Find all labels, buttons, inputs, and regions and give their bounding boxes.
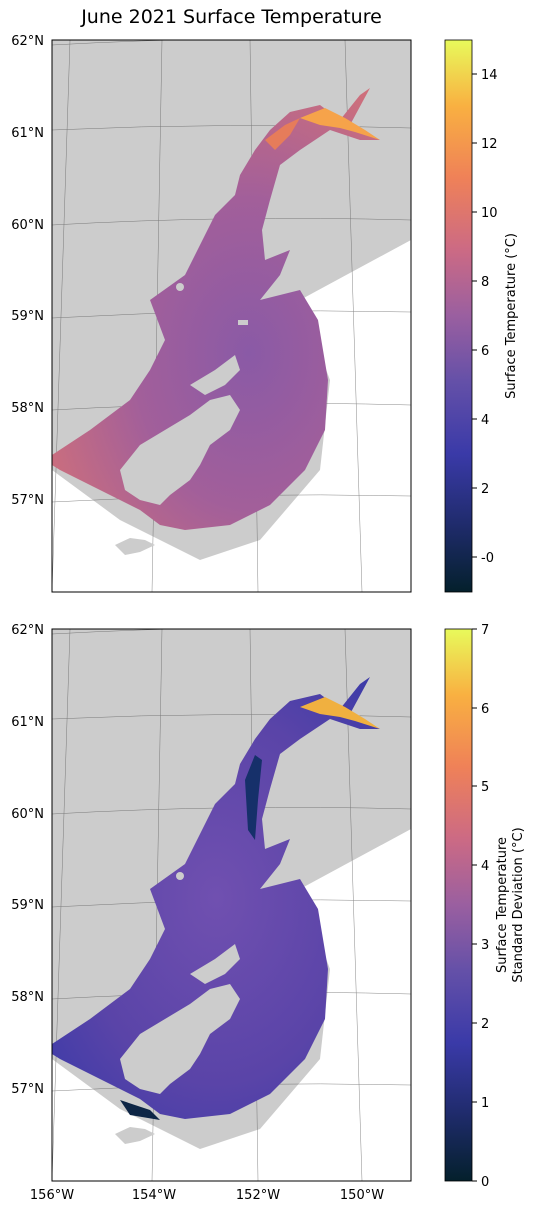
colorbar-tick-label: 10	[481, 206, 498, 221]
latitude-labels: 62°N 61°N 60°N 59°N 58°N 57°N	[11, 34, 44, 508]
lat-label: 60°N	[11, 218, 44, 233]
kodiak-island	[120, 984, 240, 1094]
map-frame	[51, 628, 412, 1182]
map-frame	[51, 39, 412, 593]
lat-label: 58°N	[11, 401, 44, 416]
colorbar-tick-label: 7	[481, 623, 489, 638]
colorbar-tick-label: 4	[481, 413, 489, 428]
kodiak-island	[120, 395, 240, 505]
lat-label: 62°N	[11, 623, 44, 638]
colorbar-temperature	[444, 39, 473, 593]
lat-label: 61°N	[11, 126, 44, 141]
ocean-stddev-field	[52, 677, 380, 1119]
colorbar-tick-label: 5	[481, 780, 489, 795]
colorbar-tick-label: 3	[481, 938, 489, 953]
map-title: June 2021 Surface Temperature	[81, 6, 382, 28]
lat-label: 62°N	[11, 34, 44, 49]
longitude-labels: 156°W 154°W 152°W 150°W	[30, 1188, 384, 1203]
lon-label: 154°W	[132, 1188, 176, 1203]
colorbar-tick-label: 8	[481, 275, 489, 290]
colorbar-ticks	[472, 628, 477, 1182]
colorbar-tick-label: 6	[481, 702, 489, 717]
lat-label: 57°N	[11, 493, 44, 508]
colorbar-tick-label: 14	[481, 68, 498, 83]
colorbar-tick-label: 4	[481, 859, 489, 874]
colorbar-label-line1: Surface Temperature	[495, 837, 510, 973]
colorbar-label: Surface Temperature (°C)	[504, 233, 519, 399]
colorbar-tick-label: -0	[481, 551, 494, 566]
lat-label: 61°N	[11, 715, 44, 730]
lat-label: 59°N	[11, 309, 44, 324]
colorbar-ticks	[472, 73, 477, 558]
lat-label: 57°N	[11, 1082, 44, 1097]
lat-label: 60°N	[11, 807, 44, 822]
lat-label: 58°N	[11, 990, 44, 1005]
colorbar-tick-label: 2	[481, 1017, 489, 1032]
colorbar-tick-label: 6	[481, 344, 489, 359]
temperature-stddev-map: 62°N 61°N 60°N 59°N 58°N 57°N 156°W 154°…	[11, 623, 526, 1203]
colorbar-tick-label: 2	[481, 482, 489, 497]
lon-label: 156°W	[30, 1188, 74, 1203]
colorbar-stddev	[444, 628, 473, 1182]
latitude-labels: 62°N 61°N 60°N 59°N 58°N 57°N	[11, 623, 44, 1097]
colorbar-label-line2: Standard Deviation (°C)	[511, 827, 526, 982]
lon-label: 152°W	[236, 1188, 280, 1203]
colorbar-tick-label: 0	[481, 1175, 489, 1190]
colorbar-tick-label: 12	[481, 137, 498, 152]
surface-temperature-map: 62°N 61°N 60°N 59°N 58°N 57°N -0 2 4 6 8…	[11, 34, 519, 593]
lat-label: 59°N	[11, 898, 44, 913]
colorbar-tick-label: 1	[481, 1096, 489, 1111]
lon-label: 150°W	[340, 1188, 384, 1203]
ocean-temperature-field	[52, 88, 380, 530]
